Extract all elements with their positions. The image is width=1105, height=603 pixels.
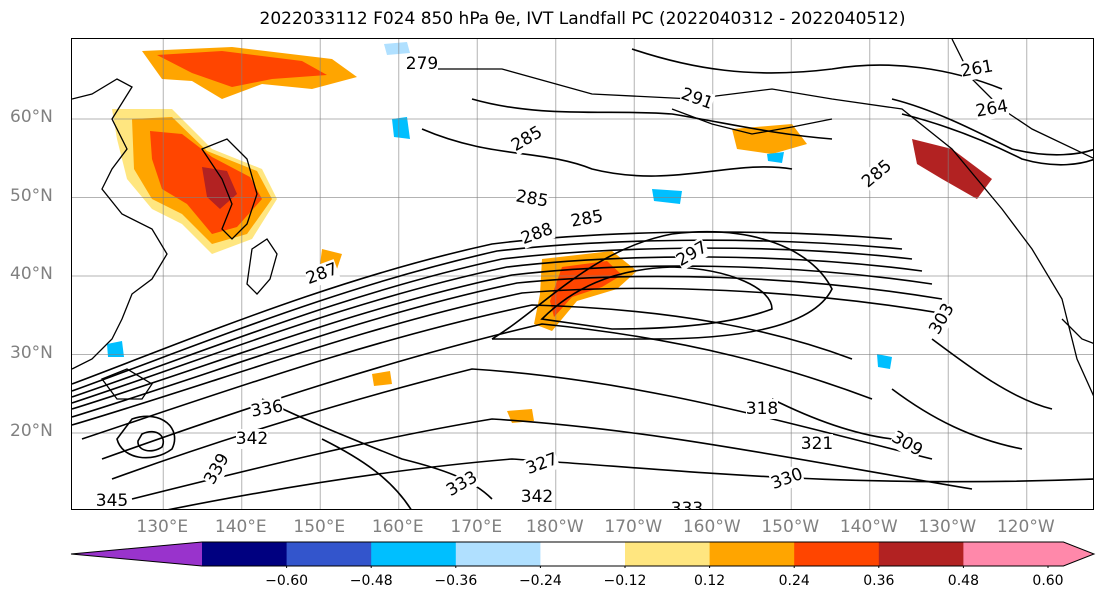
latitude-label: 50°N: [10, 185, 53, 206]
latitude-label: 20°N: [10, 421, 53, 441]
longitude-label: 140°W: [839, 517, 898, 537]
contour-label: 285: [508, 122, 546, 156]
contour-label: 279: [406, 54, 438, 74]
anomaly-shading: [107, 42, 992, 423]
longitude-label: 180°W: [525, 517, 584, 537]
contour-label: 327: [523, 449, 560, 479]
colorbar-tick-label: −0.48: [349, 573, 393, 589]
colorbar-tick-label: −0.60: [265, 573, 309, 589]
colorbar-tick-label: 0.60: [1032, 573, 1064, 589]
colorbar-tick-label: −0.36: [434, 573, 478, 589]
contour-label: 285: [514, 186, 549, 211]
colorbar-tick-label: −0.12: [603, 573, 647, 589]
map-title: 2022033112 F024 850 hPa θe, IVT Landfall…: [259, 9, 906, 29]
colorbar-extend-right: [963, 542, 1094, 566]
contour-label: 321: [801, 434, 833, 454]
colorbar-tick-label: 0.48: [947, 573, 979, 589]
longitude-label: 130°E: [136, 517, 189, 537]
contour-label: 264: [974, 96, 1009, 121]
colorbar-segment: [625, 542, 711, 566]
colorbar-segment: [709, 542, 795, 566]
colorbar-segment: [794, 542, 880, 566]
colorbar-tick-label: 0.12: [694, 573, 726, 589]
contour-label: 345: [96, 491, 128, 510]
colorbar: [70, 541, 1096, 568]
longitude-label: 150°E: [293, 517, 346, 537]
contour-label: 261: [959, 56, 994, 81]
colorbar-segment: [202, 542, 288, 566]
contour-label: 342: [521, 487, 553, 507]
colorbar-extend-left: [71, 542, 203, 566]
contour-label: 336: [249, 396, 284, 421]
contour-label: 339: [200, 450, 234, 488]
contour-label: 318: [746, 399, 778, 419]
contour-label: 303: [925, 300, 959, 338]
contour-label: 291: [678, 84, 715, 114]
theta-e-contours: [72, 48, 1093, 509]
contour-label: 333: [671, 499, 703, 510]
map-canvas: 2792912612642852852852882972852873033093…: [72, 39, 1093, 510]
longitude-label: 170°E: [450, 517, 503, 537]
colorbar-tick-label: 0.36: [863, 573, 895, 589]
contour-label: 287: [303, 259, 340, 289]
colorbar-tick-label: −0.24: [518, 573, 562, 589]
colorbar-segment: [455, 542, 541, 566]
longitude-label: 150°W: [761, 517, 820, 537]
longitude-label: 160°W: [682, 517, 741, 537]
contour-label: 288: [518, 219, 555, 249]
contour-label: 330: [768, 464, 805, 494]
longitude-label: 120°W: [996, 517, 1055, 537]
map-panel: 279 291 261 264 285 285 285 288 297 285 287 303 309 3…: [71, 38, 1094, 510]
longitude-label: 140°E: [214, 517, 267, 537]
colorbar-segment: [878, 542, 964, 566]
longitude-label: 130°W: [918, 517, 977, 537]
gridlines: [72, 39, 1093, 509]
longitude-label: 170°W: [604, 517, 663, 537]
latitude-label: 30°N: [10, 342, 53, 363]
latitude-label: 60°N: [10, 107, 53, 127]
contour-label: 285: [858, 156, 896, 192]
contour-label: 342: [236, 429, 268, 449]
colorbar-segment: [540, 542, 626, 566]
longitude-label: 160°E: [371, 517, 424, 537]
colorbar-segment: [371, 542, 457, 566]
colorbar-tick-label: 0.24: [778, 573, 810, 589]
contour-label: 285: [569, 206, 604, 231]
colorbar-segment: [286, 542, 372, 566]
latitude-label: 40°N: [10, 264, 53, 284]
